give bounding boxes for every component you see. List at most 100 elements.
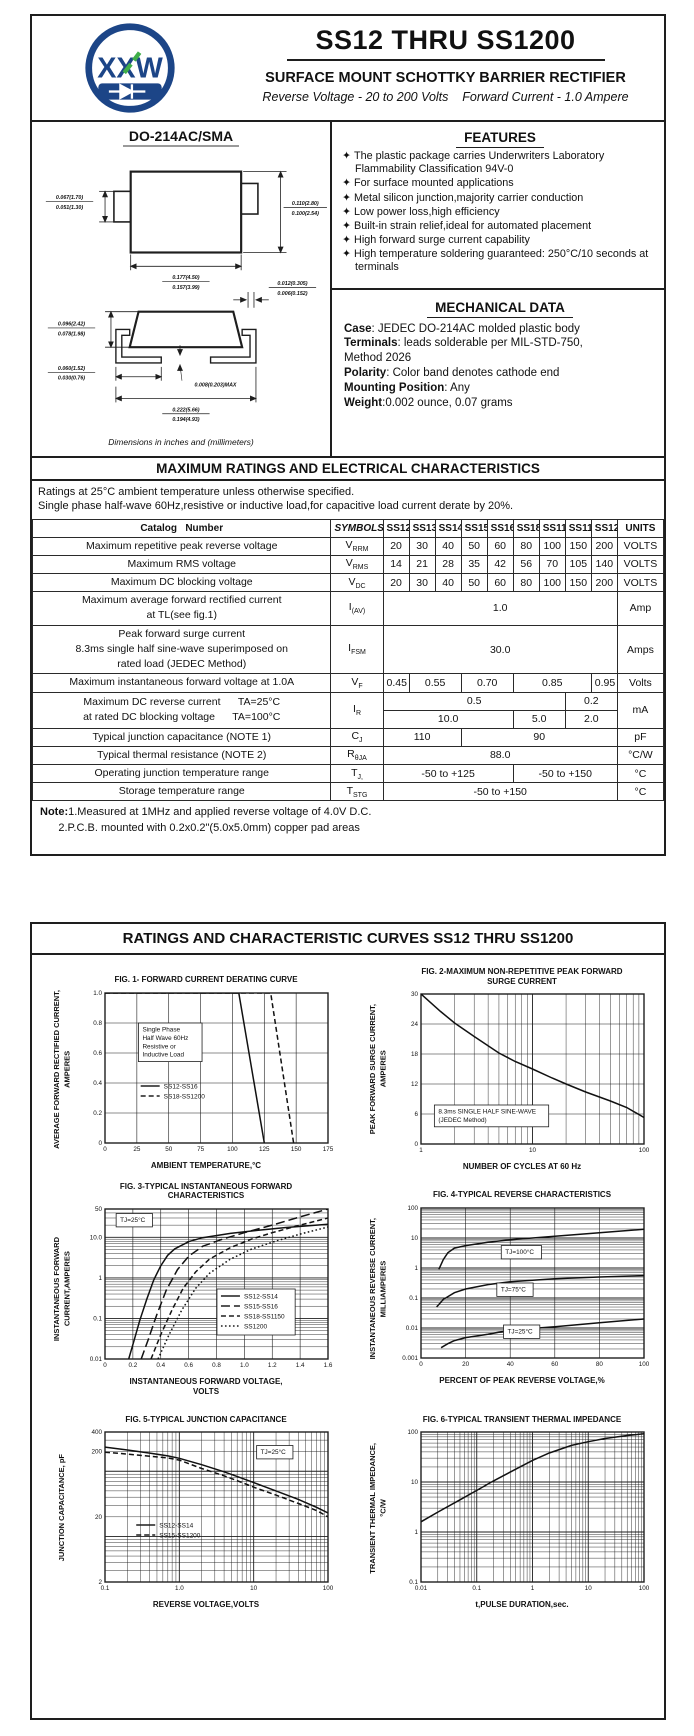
row-label: Maximum RMS voltage [31, 554, 332, 575]
svg-text:0: 0 [419, 1361, 423, 1368]
row-value: 0.95 [590, 673, 618, 693]
row-symbol: VRMS [330, 554, 384, 575]
row-value: 100 [538, 536, 566, 556]
company-logo-icon: XXW [84, 23, 175, 113]
table-row: Maximum DC blocking voltage VDC 20 30 40 50 60… [31, 573, 665, 593]
figure-title: FIG. 4-TYPICAL REVERSE CHARACTERISTICS [432, 1190, 612, 1200]
svg-text:(JEDEC Method): (JEDEC Method) [438, 1117, 486, 1124]
dim-tab-height-bot: 0.051(1.30) [56, 205, 83, 211]
figure-3: INSTANTANEOUS FORWARD CURRENT,AMPERES FIG… [34, 1182, 352, 1396]
table-header-cell: SS15 [460, 518, 488, 538]
mech-line: Case: JEDEC DO-214AC molded plastic body [344, 322, 580, 335]
feature-bullet-icon: ✦ [342, 191, 352, 204]
svg-text:75: 75 [197, 1146, 205, 1153]
subtitle: SURFACE MOUNT SCHOTTKY BARRIER RECTIFIER [265, 70, 626, 86]
svg-text:Half Wave 60Hz: Half Wave 60Hz [142, 1035, 188, 1042]
svg-text:0.8: 0.8 [93, 1020, 102, 1027]
row-value: 30 [408, 573, 436, 593]
ratings-table: Catalog Number SYMBOLS SS12 SS13 SS14 SS15 SS1… [31, 518, 665, 802]
row-value: 30.0 [382, 624, 618, 675]
row-value: 1.0 [382, 591, 618, 626]
svg-text:0: 0 [414, 1141, 418, 1148]
row-value: 90 [460, 727, 618, 747]
svg-text:8.3ms SINGLE HALF SINE-WAVE: 8.3ms SINGLE HALF SINE-WAVE [438, 1109, 536, 1116]
row-value: -50 to +150 [382, 782, 618, 802]
row-value: 110 [382, 727, 462, 747]
row-value: 28 [434, 554, 462, 575]
features-section: FEATURES ✦ The plastic package carries Un… [332, 122, 664, 288]
dim-body-height-top: 0.110(2.80) [292, 201, 319, 207]
row-value: 40 [434, 536, 462, 556]
svg-text:10: 10 [411, 1235, 419, 1242]
svg-text:25: 25 [133, 1146, 141, 1153]
figure-ylabel: JUNCTION CAPACITANCE, pF [56, 1454, 66, 1562]
row-unit: Amps [616, 624, 665, 675]
svg-text:125: 125 [259, 1146, 270, 1153]
svg-text:6: 6 [414, 1111, 418, 1118]
row-unit: Volts [616, 673, 665, 693]
row-symbol: TSTG [330, 782, 384, 802]
svg-text:0.001: 0.001 [402, 1355, 418, 1362]
svg-text:1: 1 [414, 1265, 418, 1272]
svg-text:1: 1 [98, 1275, 102, 1282]
series-ss12-ss14 [105, 1446, 328, 1514]
figure-2: PEAK FORWARD SURGE CURRENT, AMPERES FIG. … [352, 967, 666, 1172]
svg-text:0: 0 [103, 1146, 107, 1153]
table-header-cell: SS1150 [564, 518, 592, 538]
note-line-2: 2.P.C.B. mounted with 0.2x0.2"(5.0x5.0mm… [40, 822, 360, 835]
row-symbol: VF [330, 673, 384, 693]
svg-text:100: 100 [227, 1146, 238, 1153]
row-label: Maximum repetitive peak reverse voltage [31, 536, 332, 556]
row-unit: °C [616, 782, 665, 802]
svg-text:20: 20 [462, 1361, 470, 1368]
svg-text:0.1: 0.1 [472, 1585, 481, 1592]
table-header-cell: SS13 [408, 518, 436, 538]
table-row: Maximum repetitive peak reverse voltage V… [31, 536, 665, 556]
figure-ylabel: PEAK FORWARD SURGE CURRENT, AMPERES [367, 1004, 388, 1135]
series-thermal-impedance [421, 1433, 644, 1523]
svg-text:20: 20 [95, 1514, 103, 1521]
svg-text:SS18-SS1200: SS18-SS1200 [164, 1093, 206, 1100]
svg-text:TJ=100°C: TJ=100°C [505, 1248, 534, 1256]
row-value: 150 [564, 536, 592, 556]
mech-line: Terminals: leads solderable per MIL-STD-… [344, 337, 583, 350]
row-value: 20 [382, 536, 410, 556]
row-value: 140 [590, 554, 618, 575]
logo-text: XXW [97, 53, 163, 85]
row-value: 56 [512, 554, 540, 575]
svg-text:10: 10 [411, 1479, 419, 1486]
feature-item: ✦ Metal silicon junction,majority carrier… [342, 191, 584, 204]
series-ss18-ss1200 [105, 993, 295, 1143]
svg-text:0.01: 0.01 [406, 1325, 419, 1332]
row-symbol: IR [330, 691, 384, 729]
figure-1: AVERAGE FORWARD RECTIFIED CURRENT, AMPER… [34, 967, 352, 1172]
svg-text:40: 40 [507, 1361, 515, 1368]
svg-text:30: 30 [411, 991, 419, 998]
figure-title: FIG. 6-TYPICAL TRANSIENT THERMAL IMPEDAN… [422, 1414, 622, 1424]
row-symbol: VRRM [330, 536, 384, 556]
figure-plot: 0 0.2 0.4 0.6 0.8 1.0 1.2 1.4 1.6 50 10.0 1 0.1 0.01 S… [90, 1206, 333, 1369]
svg-text:1.4: 1.4 [296, 1362, 305, 1369]
row-value: 105 [564, 554, 592, 575]
figure-title: FIG. 1- FORWARD CURRENT DERATING CURVE [114, 975, 298, 985]
page-title: SS12 THRU SS1200 [315, 25, 576, 55]
dim-lead-thickness-top: 0.012(0.305) [277, 281, 307, 287]
svg-text:0.6: 0.6 [184, 1362, 193, 1369]
series-tj-25-c [440, 1318, 644, 1349]
series-ss18-ss1150 [150, 1217, 328, 1359]
feature-item: ✦ For surface mounted applications [342, 177, 514, 190]
figure-5: JUNCTION CAPACITANCE, pF FIG. 5-TYPICAL J… [34, 1406, 352, 1610]
svg-text:0.2: 0.2 [93, 1110, 102, 1117]
feature-bullet-icon: ✦ [342, 234, 352, 247]
table-row: Typical junction capacitance (NOTE 1) CJ 1… [31, 727, 665, 747]
svg-text:TJ=25°C: TJ=25°C [261, 1448, 286, 1456]
row-unit: pF [616, 727, 665, 747]
figure-plot: 0 20 40 60 80 100 100 10 1 0.1 0.01 0.001 TJ=100°C TJ… [402, 1205, 650, 1368]
feature-bullet-icon: ✦ [342, 219, 352, 232]
title-rule [286, 59, 605, 61]
row-value: 0.2 [564, 691, 618, 711]
row-value: 35 [460, 554, 488, 575]
svg-text:10.0: 10.0 [90, 1234, 103, 1241]
svg-text:1.0: 1.0 [240, 1362, 249, 1369]
mech-line: Method 2026 [344, 352, 412, 365]
